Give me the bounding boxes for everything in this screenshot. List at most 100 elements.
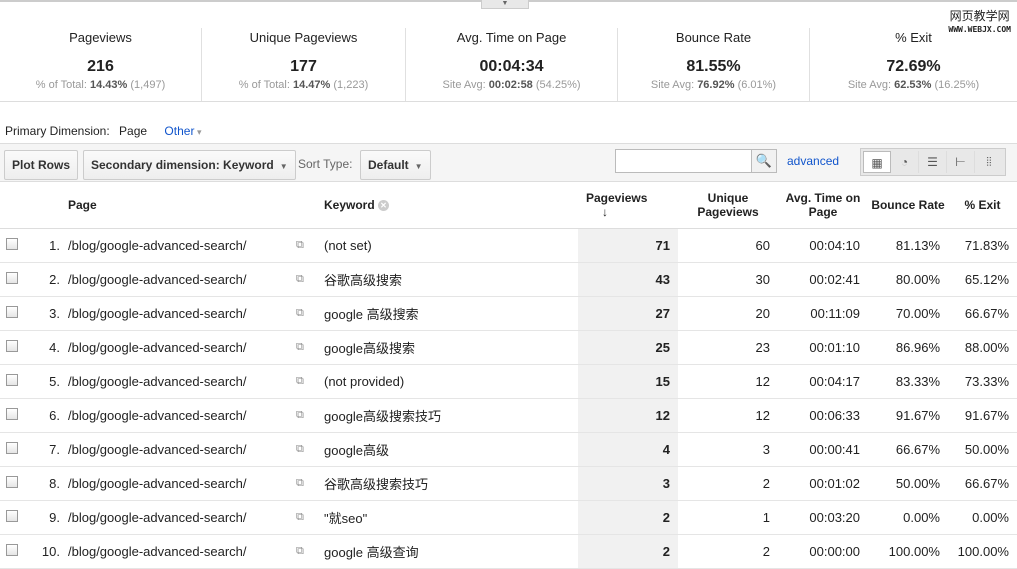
row-checkbox[interactable] [6, 509, 18, 522]
col-avg-time[interactable]: Avg. Time on Page [778, 182, 868, 229]
metric-card[interactable]: % Exit 72.69% Site Avg: 62.53% (16.25%) [810, 28, 1017, 101]
table-row: 1. /blog/google-advanced-search/ ⧉ (not … [0, 228, 1017, 263]
row-checkbox[interactable] [6, 543, 18, 556]
open-page-icon[interactable]: ⧉ [296, 398, 324, 433]
row-number: 6. [30, 398, 68, 433]
row-page[interactable]: /blog/google-advanced-search/ [68, 398, 296, 433]
open-page-icon[interactable]: ⧉ [296, 330, 324, 365]
metric-sub-label: Site Avg: [650, 79, 695, 91]
row-exit: 66.67% [948, 296, 1017, 331]
row-checkbox[interactable] [6, 441, 18, 454]
metric-card[interactable]: Bounce Rate 81.55% Site Avg: 76.92% (6.01%… [618, 28, 810, 101]
row-checkbox[interactable] [6, 475, 18, 488]
col-exit[interactable]: % Exit [948, 182, 1017, 229]
row-number: 3. [30, 296, 68, 331]
metric-card[interactable]: Unique Pageviews 177% of Total: 14.47% (1… [202, 28, 406, 101]
metric-sub-value: 76.92% [697, 79, 735, 91]
col-pageviews[interactable]: Pageviews ↓ [578, 182, 678, 229]
secondary-dimension-dropdown[interactable]: Secondary dimension: Keyword ▼ [83, 150, 296, 180]
row-pageviews: 71 [578, 228, 678, 263]
row-page[interactable]: /blog/google-advanced-search/ [68, 432, 296, 467]
remove-dimension-icon[interactable]: ✕ [378, 200, 390, 212]
row-checkbox[interactable] [6, 237, 18, 250]
row-keyword[interactable]: google高级 [324, 432, 578, 467]
metric-card[interactable]: Avg. Time on Page 00:04:34 Site Avg: 00:02… [406, 28, 618, 101]
table-row: 4. /blog/google-advanced-search/ ⧉ googl… [0, 330, 1017, 365]
row-page[interactable]: /blog/google-advanced-search/ [68, 262, 296, 297]
metric-sub-value: 14.47% [293, 79, 331, 91]
row-checkbox[interactable] [6, 373, 18, 386]
row-number: 8. [30, 466, 68, 501]
row-number: 9. [30, 500, 68, 535]
col-pageviews-label: Pageviews [586, 190, 648, 205]
row-avg-time: 00:01:10 [778, 330, 868, 365]
open-page-icon[interactable]: ⧉ [296, 296, 324, 331]
row-page[interactable]: /blog/google-advanced-search/ [68, 364, 296, 399]
col-keyword[interactable]: Keyword ✕ [324, 182, 578, 229]
col-bounce-rate[interactable]: Bounce Rate [868, 182, 948, 229]
row-keyword[interactable]: 谷歌高级搜索 [324, 262, 578, 297]
row-checkbox[interactable] [6, 339, 18, 352]
open-page-icon[interactable]: ⧉ [296, 364, 324, 399]
pie-view-icon[interactable]: ◔ [891, 151, 919, 173]
collapse-toggle[interactable]: ▼ [481, 0, 529, 9]
metric-sub-extra: (6.01%) [737, 79, 777, 91]
row-pageviews: 25 [578, 330, 678, 365]
open-page-icon[interactable]: ⧉ [296, 466, 324, 501]
row-page[interactable]: /blog/google-advanced-search/ [68, 296, 296, 331]
row-keyword[interactable]: "就seo" [324, 500, 578, 535]
open-page-icon[interactable]: ⧉ [296, 262, 324, 297]
table-view-icon[interactable]: ▦ [863, 151, 891, 173]
plot-rows-button[interactable]: Plot Rows [4, 150, 79, 180]
metric-value: 00:04:34 [479, 58, 544, 75]
row-checkbox[interactable] [6, 305, 18, 318]
row-keyword[interactable]: (not provided) [324, 364, 578, 399]
metric-sub-value: 14.43% [90, 79, 128, 91]
row-keyword[interactable]: google 高级搜索 [324, 296, 578, 331]
row-page[interactable]: /blog/google-advanced-search/ [68, 228, 296, 263]
table-row: 9. /blog/google-advanced-search/ ⧉ "就seo… [0, 500, 1017, 535]
pivot-view-icon[interactable]: ⦙⦙ [986, 155, 992, 169]
table-row: 8. /blog/google-advanced-search/ ⧉ 谷歌高级搜… [0, 466, 1017, 501]
col-page[interactable]: Page [68, 182, 296, 229]
row-exit: 73.33% [948, 364, 1017, 399]
comparison-view-icon[interactable]: ⊢ [947, 151, 975, 173]
row-exit: 100.00% [948, 534, 1017, 569]
row-keyword[interactable]: google高级搜索技巧 [324, 398, 578, 433]
performance-view-icon[interactable]: ☰ [919, 151, 947, 173]
primary-dimension-label: Primary Dimension: [5, 124, 110, 138]
view-switcher: ▦ ◔ ☰ ⊢ ⦙⦙ [860, 148, 1006, 176]
col-keyword-label: Keyword [324, 197, 375, 212]
metric-sub-extra: (54.25%) [535, 79, 581, 91]
open-page-icon[interactable]: ⧉ [296, 500, 324, 535]
row-avg-time: 00:00:41 [778, 432, 868, 467]
open-page-icon[interactable]: ⧉ [296, 534, 324, 569]
table-row: 5. /blog/google-advanced-search/ ⧉ (not … [0, 364, 1017, 399]
row-page[interactable]: /blog/google-advanced-search/ [68, 466, 296, 501]
row-checkbox[interactable] [6, 407, 18, 420]
metric-sub-label: Site Avg: [847, 79, 892, 91]
row-page[interactable]: /blog/google-advanced-search/ [68, 330, 296, 365]
dimension-page[interactable]: Page [119, 124, 148, 138]
row-checkbox[interactable] [6, 271, 18, 284]
search-input[interactable] [615, 149, 752, 173]
advanced-link[interactable]: advanced [787, 154, 840, 168]
search-icon[interactable]: 🔍 [751, 149, 777, 173]
row-keyword[interactable]: google 高级查询 [324, 534, 578, 569]
open-page-icon[interactable]: ⧉ [296, 432, 324, 467]
row-keyword[interactable]: 谷歌高级搜索技巧 [324, 466, 578, 501]
dimension-other[interactable]: Other [164, 124, 201, 138]
row-page[interactable]: /blog/google-advanced-search/ [68, 534, 296, 569]
row-keyword[interactable]: google高级搜索 [324, 330, 578, 365]
row-unique-pageviews: 12 [678, 398, 778, 433]
metric-card[interactable]: Pageviews 216% of Total: 14.43% (1,497) [0, 28, 202, 101]
row-keyword[interactable]: (not set) [324, 228, 578, 263]
sort-type-dropdown[interactable]: Default ▼ [360, 150, 431, 180]
metric-sub: % of Total: 14.43% (1,497) [0, 79, 201, 91]
row-bounce-rate: 83.33% [868, 364, 948, 399]
row-page[interactable]: /blog/google-advanced-search/ [68, 500, 296, 535]
row-unique-pageviews: 1 [678, 500, 778, 535]
col-unique-pageviews[interactable]: Unique Pageviews [678, 182, 778, 229]
row-avg-time: 00:00:00 [778, 534, 868, 569]
open-page-icon[interactable]: ⧉ [296, 228, 324, 263]
